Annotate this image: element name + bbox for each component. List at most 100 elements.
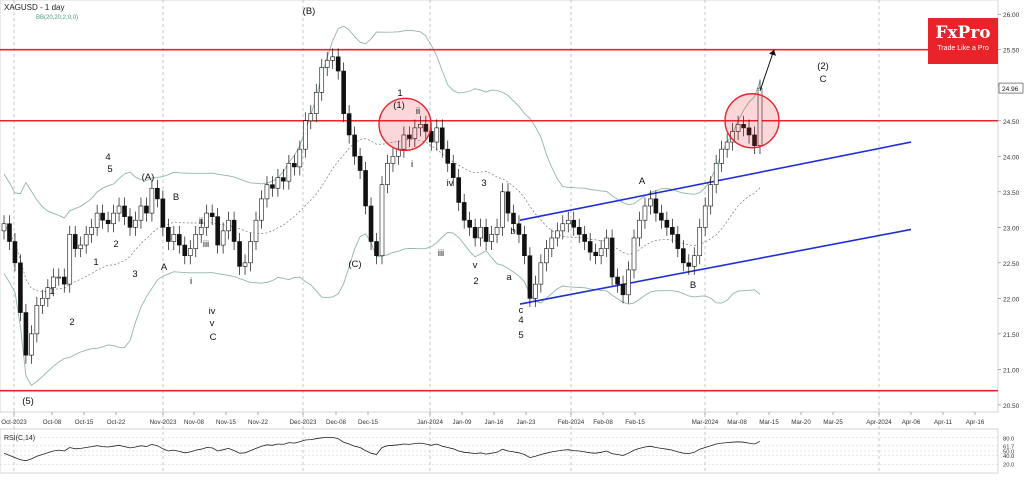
- candle: [456, 169, 461, 211]
- candle: [374, 232, 379, 265]
- channel-lower-line: [519, 228, 912, 305]
- bollinger-upper: [3, 25, 761, 219]
- candle-body: [45, 287, 51, 299]
- candle-body: [418, 124, 423, 129]
- candle: [264, 176, 270, 208]
- wave-label-29: v: [473, 260, 478, 271]
- candle: [434, 119, 440, 151]
- candle: [620, 275, 626, 304]
- candle: [357, 147, 363, 180]
- wave-label-33: A: [639, 176, 646, 187]
- candle: [23, 304, 29, 364]
- candle-body: [275, 177, 281, 189]
- candle: [500, 183, 505, 236]
- candle: [270, 176, 275, 197]
- candle: [253, 211, 259, 251]
- wave-label-25: i: [411, 159, 413, 170]
- candle-body: [374, 241, 379, 257]
- candle: [286, 154, 292, 190]
- candle: [193, 225, 199, 258]
- candle-body: [72, 234, 78, 249]
- wave-label-19: 1: [397, 88, 402, 99]
- candle-body: [193, 234, 199, 249]
- candle: [615, 268, 620, 293]
- candle: [401, 126, 407, 158]
- candle: [1, 215, 7, 240]
- x-tick-label-4: Nov-2023: [150, 419, 177, 426]
- candle: [505, 183, 511, 222]
- candle: [209, 204, 215, 226]
- wave-label-9: A: [161, 262, 168, 273]
- candle-body: [741, 124, 746, 129]
- indicator-label: BB(20,20,2,0,0): [36, 15, 78, 21]
- candle: [198, 218, 204, 243]
- candle: [34, 296, 40, 343]
- candle: [242, 254, 248, 275]
- candle: [670, 218, 675, 243]
- rsi-label: RSI(C,14): [4, 435, 35, 442]
- candle: [56, 268, 62, 286]
- x-tick-label-8: Dec-2023: [290, 419, 317, 426]
- wave-label-14: iv: [209, 306, 216, 317]
- candle-body: [615, 276, 620, 285]
- candle: [724, 133, 730, 158]
- candle: [555, 222, 560, 247]
- candle: [598, 240, 604, 265]
- wave-label-20: 2: [473, 276, 478, 287]
- candle-body: [122, 205, 127, 217]
- y-tick-label-5: 23.50: [1003, 190, 1020, 197]
- candle: [368, 197, 374, 251]
- candle-body: [166, 227, 171, 242]
- candle: [89, 218, 94, 243]
- rsi-tick-label-4: 20.0: [1003, 463, 1014, 469]
- candle: [105, 211, 111, 233]
- candle: [166, 218, 171, 251]
- candle-body: [686, 262, 692, 267]
- candle: [45, 279, 51, 307]
- x-tick-label-16: Feb-08: [593, 419, 613, 426]
- x-tick-label-22: Mar-25: [823, 419, 843, 426]
- candle-body: [242, 262, 248, 267]
- candle: [483, 218, 489, 251]
- candle-body: [160, 198, 166, 228]
- candle-body: [215, 216, 220, 246]
- candle-body: [533, 283, 538, 299]
- candle: [626, 261, 631, 304]
- wave-label-13: iii: [203, 239, 209, 250]
- projection-arrow-head: [769, 49, 776, 56]
- candle-body: [149, 187, 155, 214]
- candle-body: [341, 70, 346, 114]
- candle-body: [407, 134, 412, 139]
- candle: [346, 105, 352, 144]
- plot-frame: [0, 0, 999, 413]
- candle-body: [582, 234, 587, 242]
- candle-body: [483, 227, 489, 242]
- candle: [560, 215, 566, 240]
- candle-body: [264, 184, 270, 200]
- candle-body: [516, 223, 522, 235]
- y-tick-label-1: 25.50: [1003, 48, 1020, 55]
- wave-label-28: iv: [447, 178, 454, 189]
- wave-label-21: 3: [481, 178, 486, 189]
- candle-body: [713, 163, 719, 185]
- wave-label-27: iii: [438, 248, 444, 259]
- candle: [516, 215, 522, 243]
- candle-body: [719, 148, 724, 164]
- candle-body: [61, 276, 67, 285]
- candle-body: [51, 276, 56, 288]
- wave-label-16: C: [210, 332, 217, 343]
- wave-label-32: c: [519, 305, 524, 316]
- candle: [127, 208, 133, 236]
- candle: [215, 208, 220, 254]
- candle-body: [363, 170, 368, 207]
- candle-body: [198, 227, 204, 235]
- candle: [741, 115, 746, 137]
- candle: [281, 169, 286, 190]
- candle: [100, 204, 105, 229]
- wave-label-18: (C): [348, 259, 361, 270]
- candle-body: [209, 212, 215, 217]
- candle-body: [648, 198, 653, 207]
- candle-body: [105, 219, 111, 225]
